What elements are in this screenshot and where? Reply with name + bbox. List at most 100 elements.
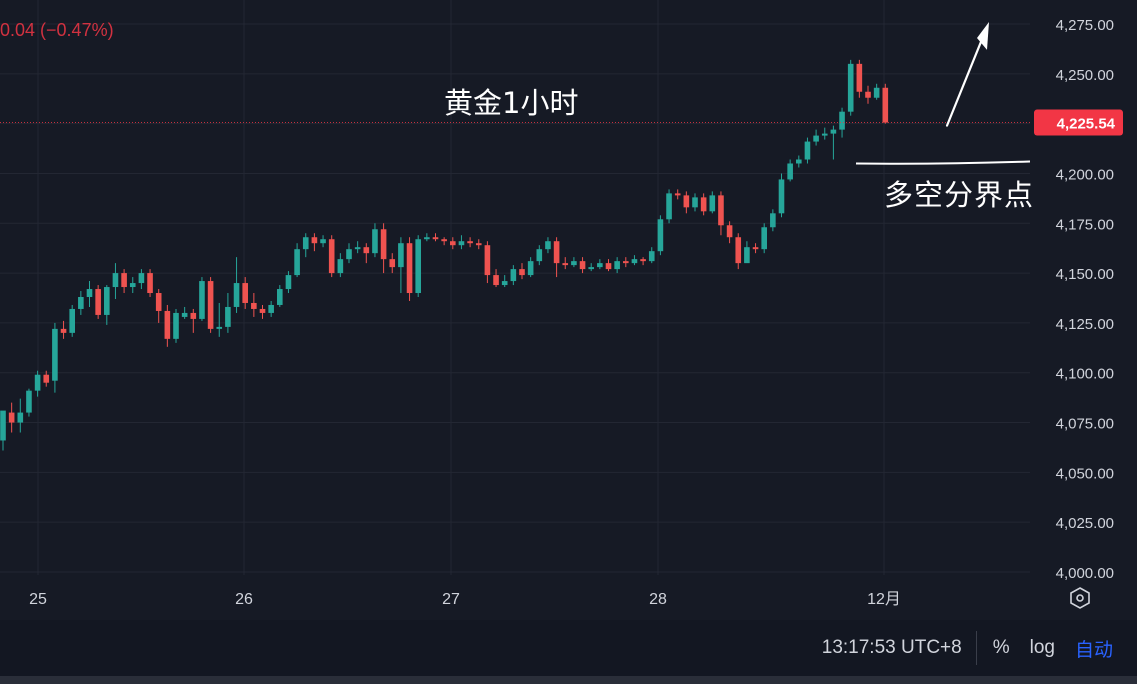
candlestick-chart[interactable]: 4,000.00 4,025.00 4,050.00 4,075.00 4,100.00… (0, 0, 1137, 620)
candle-body (311, 237, 318, 244)
candle-body (138, 273, 145, 284)
y-axis-tick-label: 4,100.00 (1056, 366, 1114, 383)
candle-body (458, 241, 465, 246)
x-axis-tick-label: 28 (649, 591, 667, 608)
candle-body (579, 261, 586, 270)
candle-body (380, 229, 387, 260)
candle-body (233, 283, 240, 307)
candle-body (510, 269, 517, 282)
candle-body (674, 193, 681, 196)
candle-body (527, 261, 534, 276)
candle-body (354, 247, 361, 250)
x-axis-tick-label: 12月 (867, 591, 901, 608)
candle-body (830, 129, 837, 134)
candle-body (700, 197, 707, 212)
candle-body (60, 328, 67, 333)
candle-body (484, 245, 491, 276)
candle-body (475, 243, 482, 246)
candle-body (796, 159, 802, 164)
price-axis-panel (1030, 0, 1137, 620)
candle-body (181, 312, 188, 317)
y-axis-tick-label: 4,275.00 (1056, 17, 1114, 34)
candle-body (778, 179, 785, 214)
candle-body (259, 308, 266, 313)
utc-clock[interactable]: 13:17:53 UTC+8 (821, 637, 962, 658)
candle-body (847, 63, 854, 112)
upward-arrow-head (977, 22, 989, 50)
level-annotation-label: 多空分界点 (884, 178, 1035, 212)
candle-body (605, 263, 612, 270)
y-axis-tick-label: 4,050.00 (1056, 465, 1114, 482)
candle-body (43, 374, 50, 383)
candle-body (657, 219, 664, 252)
last-price-tag (1034, 109, 1123, 136)
chart-annotation-title: 黄金1小时 (444, 86, 579, 120)
log-scale-button[interactable]: log (1029, 637, 1055, 658)
candle-body (251, 302, 257, 309)
candle-body (709, 195, 716, 212)
candle-body (415, 239, 421, 294)
x-axis-tick-label: 26 (235, 591, 253, 608)
y-axis-tick-label: 4,125.00 (1056, 316, 1114, 333)
y-axis-tick-label: 4,025.00 (1056, 515, 1114, 532)
candle-body (726, 225, 733, 238)
candle-body (597, 263, 603, 268)
candle-body (666, 193, 672, 220)
candle-body (277, 289, 283, 305)
candle-body (821, 133, 828, 136)
candle-body (683, 195, 690, 208)
candle-body (588, 267, 594, 270)
candle-body (173, 312, 179, 339)
candle-body (614, 261, 620, 270)
candle-body (320, 239, 326, 244)
candle-body (121, 273, 127, 288)
candle-body (640, 259, 646, 262)
candle-body (735, 237, 742, 264)
candle-body (216, 326, 223, 329)
candle-body (199, 281, 205, 319)
candle-body (302, 237, 309, 250)
candle-body (839, 111, 845, 130)
candle-body (285, 275, 292, 290)
candle-body (26, 390, 32, 413)
auto-scale-button[interactable]: 自动 (1074, 639, 1113, 661)
x-axis-tick-label: 27 (442, 591, 460, 608)
candle-body (571, 261, 577, 266)
candle-body (865, 91, 871, 98)
candle-body (190, 312, 197, 319)
toolbar-divider (975, 631, 977, 665)
candle-body (328, 239, 335, 274)
candle-body (441, 239, 447, 242)
candle-body (104, 287, 110, 315)
candle-body (86, 289, 93, 298)
candle-body (147, 273, 153, 294)
candle-body (493, 275, 499, 286)
candle-body (873, 87, 880, 98)
candle-body (467, 241, 473, 244)
candle-body (562, 263, 569, 266)
candle-body (389, 259, 396, 268)
candle-body (631, 259, 638, 264)
percent-scale-button[interactable]: % (992, 637, 1010, 658)
candle-body (337, 259, 344, 274)
candle-body (424, 237, 430, 240)
candle-body (112, 273, 119, 288)
hexagon-settings-icon[interactable] (1068, 586, 1092, 610)
candle-body (692, 197, 698, 208)
candle-body (545, 241, 551, 250)
candle-body (406, 243, 413, 294)
support-level-line (855, 160, 1031, 165)
candle-body (34, 374, 41, 391)
candle-body (268, 304, 274, 313)
candle-body (770, 213, 776, 228)
candle-body (225, 306, 231, 327)
y-axis-tick-label: 4,200.00 (1056, 166, 1114, 183)
candle-body (752, 247, 759, 250)
candle-body (78, 297, 84, 309)
y-axis-tick-label: 4,250.00 (1056, 67, 1114, 84)
x-axis-tick-label: 25 (29, 591, 47, 608)
candle-body (155, 293, 162, 311)
candle-body (52, 328, 58, 381)
chart-area[interactable]: 4,000.00 4,025.00 4,050.00 4,075.00 4,100.00… (0, 0, 1137, 620)
candle-body (0, 410, 6, 441)
